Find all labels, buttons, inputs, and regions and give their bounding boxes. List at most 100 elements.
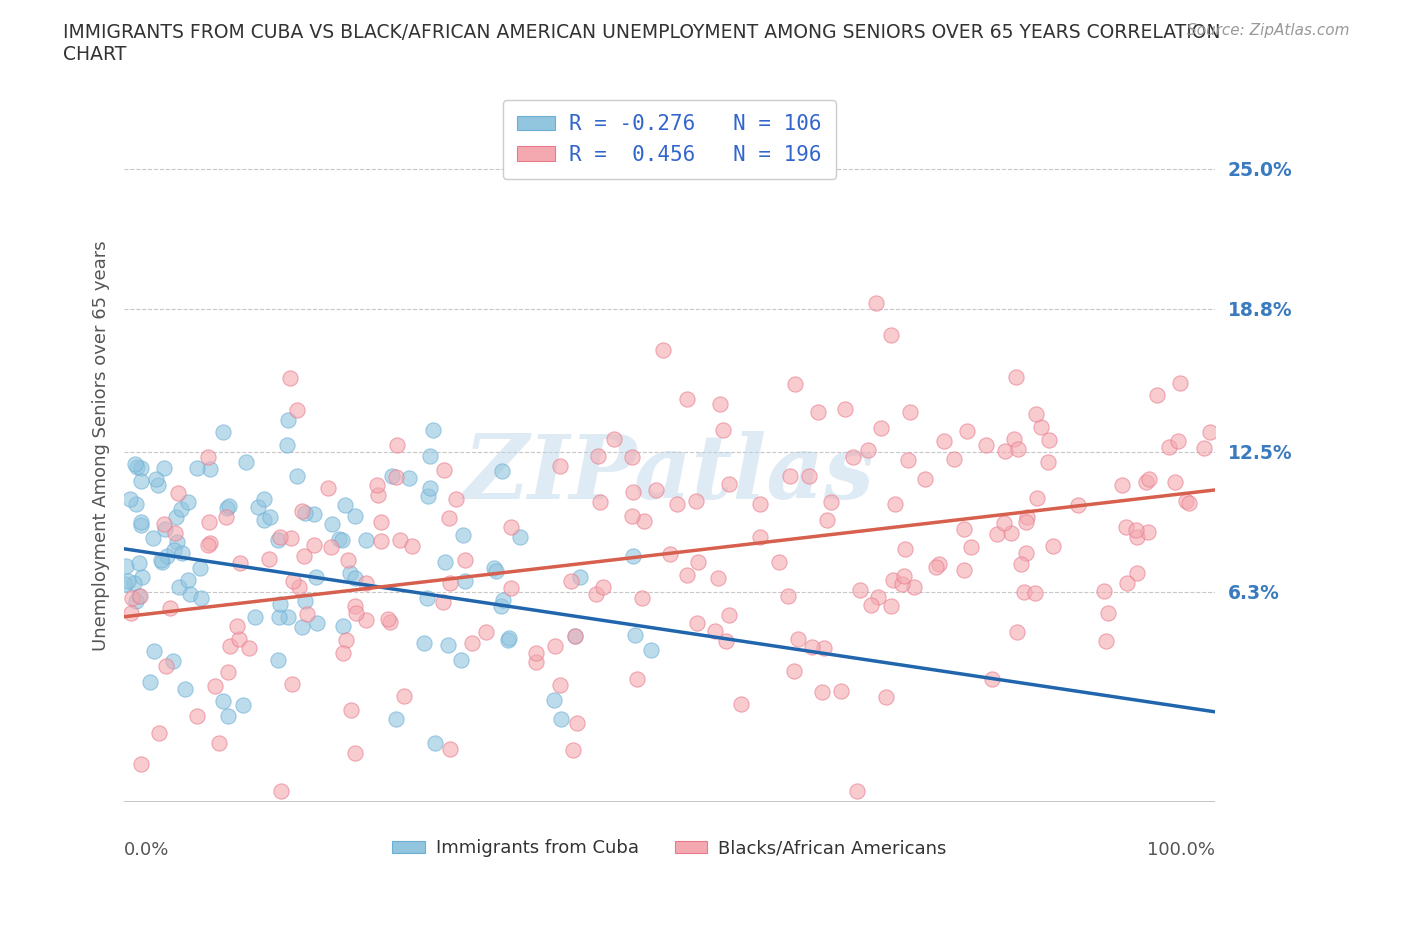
Point [155,522,177,537]
Point [1137,525,1160,539]
Point [1126,566,1149,581]
Legend: R = -0.276   N = 106, R =  0.456   N = 196: R = -0.276 N = 106, R = 0.456 N = 196 [502,100,837,179]
Point [155,658,177,673]
Point [218,639,240,654]
Point [1097,605,1119,620]
Point [166,535,188,550]
Point [1038,432,1060,447]
Point [498,631,520,645]
Point [564,629,586,644]
Point [811,684,834,699]
Point [688,555,710,570]
Point [631,591,654,605]
Point [624,628,647,643]
Point [797,469,820,484]
Point [294,593,316,608]
Point [1067,498,1090,512]
Point [238,641,260,656]
Point [890,577,912,591]
Point [170,546,193,561]
Point [711,422,734,437]
Point [1094,633,1116,648]
Point [281,676,304,691]
Point [129,518,152,533]
Point [138,674,160,689]
Point [344,599,367,614]
Point [848,582,870,597]
Point [367,487,389,502]
Point [1024,585,1046,600]
Point [321,539,343,554]
Point [270,784,292,799]
Point [498,632,520,647]
Point [419,448,441,463]
Point [569,569,592,584]
Point [830,684,852,698]
Point [842,449,865,464]
Point [1135,474,1157,489]
Point [1115,519,1137,534]
Point [884,497,907,512]
Text: CHART: CHART [63,45,127,63]
Point [292,549,315,564]
Point [717,608,740,623]
Point [169,501,191,516]
Point [131,757,153,772]
Point [173,682,195,697]
Point [332,645,354,660]
Point [652,343,675,358]
Point [217,501,239,516]
Point [925,560,948,575]
Point [385,711,408,726]
Point [943,452,966,467]
Point [543,692,565,707]
Point [388,533,411,548]
Point [952,522,974,537]
Point [432,594,454,609]
Point [685,616,707,631]
Point [1126,530,1149,545]
Point [869,420,891,435]
Point [321,517,343,532]
Point [586,448,609,463]
Point [1092,584,1115,599]
Point [1178,496,1201,511]
Point [211,425,233,440]
Point [1004,370,1026,385]
Point [228,631,250,646]
Point [704,623,727,638]
Point [676,567,699,582]
Point [267,533,290,548]
Point [807,405,830,419]
Point [1168,376,1191,391]
Point [125,594,148,609]
Point [318,481,340,496]
Point [676,392,699,406]
Point [416,488,439,503]
Point [932,433,955,448]
Point [377,612,399,627]
Point [401,538,423,553]
Point [666,497,689,512]
Point [589,494,612,509]
Point [461,635,484,650]
Point [281,574,304,589]
Point [381,469,404,484]
Point [439,576,461,591]
Point [1015,514,1038,529]
Point [276,437,298,452]
Point [1007,442,1029,457]
Point [177,494,200,509]
Point [280,531,302,546]
Point [974,438,997,453]
Point [1000,525,1022,540]
Point [129,473,152,488]
Point [385,470,408,485]
Point [437,511,460,525]
Point [1014,546,1036,561]
Point [548,678,571,693]
Point [149,552,172,567]
Point [115,559,138,574]
Point [834,402,856,417]
Point [866,590,889,604]
